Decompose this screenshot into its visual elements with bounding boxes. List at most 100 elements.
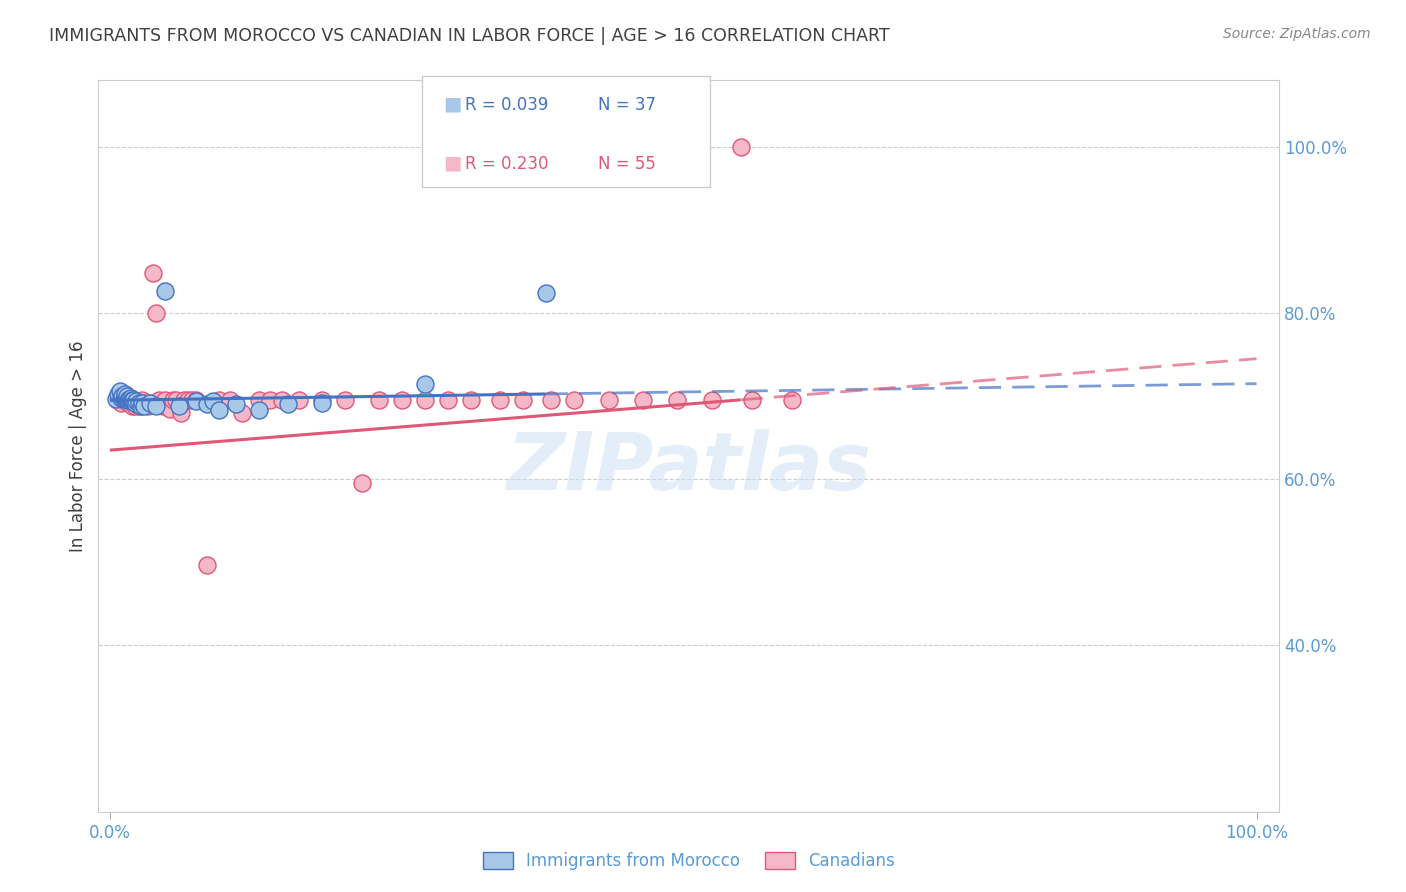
Point: [598, 393, 620, 408]
Point: [115, 392, 138, 407]
Point: [391, 393, 413, 408]
Point: [165, 393, 187, 408]
Point: [247, 403, 270, 417]
Point: [145, 306, 167, 320]
Point: [153, 285, 176, 299]
Point: [184, 393, 207, 408]
Point: [152, 399, 174, 413]
Point: [170, 406, 193, 420]
Point: [741, 393, 763, 408]
Point: [730, 140, 752, 154]
Point: [112, 393, 135, 408]
Point: [125, 394, 148, 409]
Point: [413, 393, 436, 408]
Point: [121, 393, 143, 408]
Point: [413, 377, 436, 392]
Point: [104, 392, 127, 406]
Point: [134, 399, 156, 413]
Point: [110, 391, 132, 405]
Point: [247, 393, 270, 408]
Point: [159, 401, 181, 416]
Point: [117, 396, 139, 410]
Point: [162, 393, 184, 408]
Point: [114, 387, 136, 401]
Point: [112, 392, 135, 406]
Point: [700, 393, 723, 408]
Text: N = 37: N = 37: [598, 96, 655, 114]
Point: [270, 393, 292, 408]
Point: [311, 396, 333, 410]
Point: [184, 394, 207, 409]
Point: [136, 399, 159, 413]
Point: [225, 397, 247, 411]
Point: [631, 393, 654, 408]
Point: [124, 399, 146, 413]
Point: [288, 393, 311, 408]
Point: [437, 393, 460, 408]
Point: [139, 396, 162, 410]
Point: [124, 396, 146, 410]
Point: [110, 396, 132, 410]
Text: N = 55: N = 55: [598, 155, 655, 173]
Text: IMMIGRANTS FROM MOROCCO VS CANADIAN IN LABOR FORCE | AGE > 16 CORRELATION CHART: IMMIGRANTS FROM MOROCCO VS CANADIAN IN L…: [49, 27, 890, 45]
Point: [195, 397, 218, 411]
Point: [666, 393, 689, 408]
Point: [118, 392, 141, 406]
Text: ■: ■: [443, 95, 461, 114]
Point: [107, 386, 129, 401]
Point: [120, 391, 142, 405]
Point: [173, 393, 195, 408]
Point: [120, 394, 142, 409]
Point: [148, 393, 170, 408]
Point: [121, 393, 143, 408]
Point: [105, 393, 128, 408]
Point: [131, 396, 153, 410]
Point: [208, 393, 231, 408]
Point: [145, 399, 167, 413]
Point: [540, 393, 562, 408]
Point: [231, 406, 253, 420]
Text: Source: ZipAtlas.com: Source: ZipAtlas.com: [1223, 27, 1371, 41]
Point: [127, 396, 149, 410]
Text: ZIPatlas: ZIPatlas: [506, 429, 872, 507]
Point: [139, 396, 162, 410]
Point: [333, 393, 356, 408]
Point: [134, 396, 156, 410]
Point: [115, 393, 138, 408]
Point: [259, 393, 281, 408]
Point: [177, 393, 200, 408]
Point: [202, 394, 225, 409]
Point: [311, 393, 333, 408]
Point: [129, 399, 152, 413]
Point: [121, 399, 143, 413]
Point: [352, 476, 374, 491]
Point: [534, 286, 557, 301]
Text: ■: ■: [443, 153, 461, 173]
Point: [117, 393, 139, 408]
Point: [780, 393, 803, 408]
Point: [111, 389, 134, 403]
Point: [167, 399, 190, 413]
Point: [115, 392, 138, 406]
Point: [114, 391, 136, 405]
Y-axis label: In Labor Force | Age > 16: In Labor Force | Age > 16: [69, 340, 87, 552]
Point: [208, 403, 231, 417]
Text: R = 0.230: R = 0.230: [465, 155, 548, 173]
Point: [195, 558, 218, 572]
Point: [512, 393, 534, 408]
Point: [142, 266, 165, 280]
Point: [128, 399, 150, 413]
Point: [131, 393, 153, 408]
Point: [120, 393, 142, 408]
Point: [153, 393, 176, 408]
Point: [128, 396, 150, 410]
Point: [368, 393, 391, 408]
Point: [460, 393, 482, 408]
Point: [562, 393, 585, 408]
Point: [108, 384, 131, 399]
Point: [115, 389, 138, 403]
Point: [121, 393, 143, 408]
Legend: Immigrants from Morocco, Canadians: Immigrants from Morocco, Canadians: [477, 845, 901, 877]
Point: [219, 393, 242, 408]
Point: [277, 396, 299, 410]
